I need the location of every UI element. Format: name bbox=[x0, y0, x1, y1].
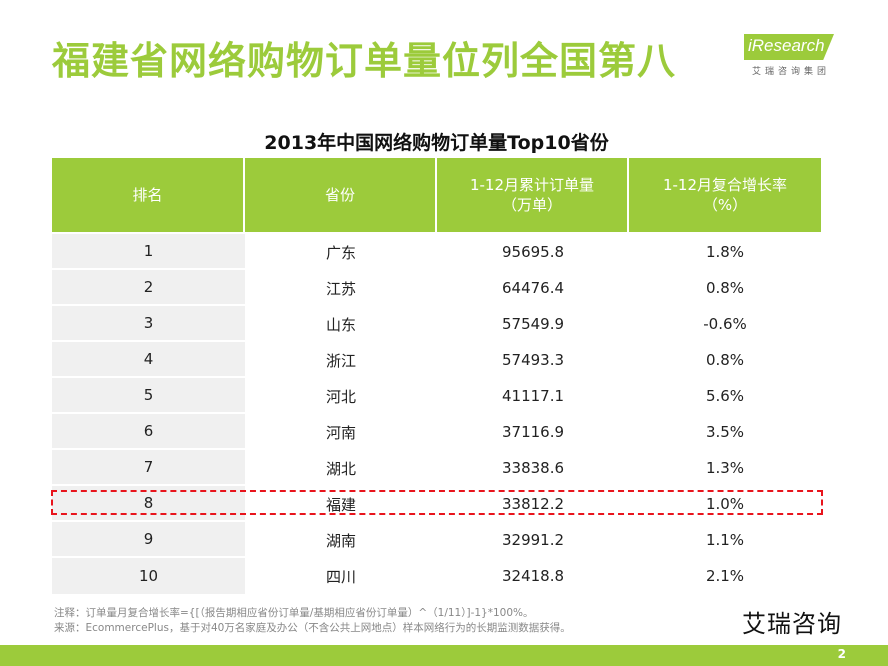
table-body: 1 广东 95695.8 1.8% 2 江苏 64476.4 0.8% 3 山东… bbox=[52, 234, 821, 594]
growth-cell: 2.1% bbox=[705, 567, 745, 585]
rank-cell: 3 bbox=[52, 306, 245, 342]
province-cell: 河北 bbox=[325, 387, 356, 406]
logo-subtitle: 艾瑞咨询集团 bbox=[752, 67, 831, 77]
table-row: 6 河南 37116.9 3.5% bbox=[52, 414, 821, 450]
rank-cell: 2 bbox=[52, 270, 245, 306]
rank-cell: 4 bbox=[52, 342, 245, 378]
growth-cell: 0.8% bbox=[705, 279, 745, 297]
province-cell: 四川 bbox=[325, 567, 356, 586]
growth-cell: 1.0% bbox=[705, 495, 745, 513]
province-cell: 福建 bbox=[325, 495, 356, 514]
table-row-highlighted: 8 福建 33812.2 1.0% bbox=[52, 486, 821, 522]
orders-cell: 32991.2 bbox=[501, 531, 565, 549]
growth-cell: -0.6% bbox=[703, 315, 747, 333]
header-rank-label: 排名 bbox=[132, 186, 163, 204]
header-province: 省份 bbox=[245, 158, 437, 232]
header-province-label: 省份 bbox=[324, 186, 355, 204]
orders-cell: 41117.1 bbox=[501, 387, 565, 405]
rank-cell: 9 bbox=[52, 522, 245, 558]
growth-cell: 5.6% bbox=[705, 387, 745, 405]
orders-cell: 37116.9 bbox=[501, 423, 565, 441]
rank-cell: 8 bbox=[52, 486, 245, 522]
footnotes: 注释：订单量月复合增长率={[（报告期相应省份订单量/基期相应省份订单量）^（1… bbox=[54, 606, 571, 636]
orders-cell: 33812.2 bbox=[501, 495, 565, 513]
province-cell: 湖北 bbox=[325, 459, 356, 478]
table-row: 1 广东 95695.8 1.8% bbox=[52, 234, 821, 270]
logo-badge bbox=[744, 34, 834, 60]
rank-cell: 1 bbox=[52, 234, 245, 270]
logo-brand-text: iResearch bbox=[748, 36, 825, 55]
slide-title: 福建省网络购物订单量位列全国第八 bbox=[52, 39, 677, 83]
growth-cell: 1.1% bbox=[705, 531, 745, 549]
table-title: 2013年中国网络购物订单量Top10省份 bbox=[264, 132, 609, 154]
table-row: 3 山东 57549.9 -0.6% bbox=[52, 306, 821, 342]
header-orders: 1-12月累计订单量 （万单） bbox=[437, 158, 629, 232]
rank-cell: 5 bbox=[52, 378, 245, 414]
rank-cell: 7 bbox=[52, 450, 245, 486]
table-row: 5 河北 41117.1 5.6% bbox=[52, 378, 821, 414]
footnote-note: 注释：订单量月复合增长率={[（报告期相应省份订单量/基期相应省份订单量）^（1… bbox=[54, 607, 534, 619]
province-cell: 山东 bbox=[325, 315, 356, 334]
province-cell: 河南 bbox=[325, 423, 356, 442]
header-growth: 1-12月复合增长率 （%） bbox=[629, 158, 821, 232]
header-growth-unit: （%） bbox=[702, 196, 748, 214]
orders-cell: 64476.4 bbox=[501, 279, 565, 297]
orders-cell: 32418.8 bbox=[501, 567, 565, 585]
iresearch-logo: iResearch 艾瑞咨询集团 bbox=[744, 34, 844, 82]
growth-cell: 1.3% bbox=[705, 459, 745, 477]
table-row: 9 湖南 32991.2 1.1% bbox=[52, 522, 821, 558]
orders-cell: 33838.6 bbox=[501, 459, 565, 477]
watermark-text: 艾瑞咨询 bbox=[742, 610, 842, 638]
growth-cell: 1.8% bbox=[705, 243, 745, 261]
footnote-source: 来源：EcommercePlus，基于对40万名家庭及办公（不含公共上网地点）样… bbox=[54, 622, 571, 634]
table-row: 2 江苏 64476.4 0.8% bbox=[52, 270, 821, 306]
orders-cell: 57549.9 bbox=[501, 315, 565, 333]
header-rank: 排名 bbox=[52, 158, 245, 232]
table-row: 4 浙江 57493.3 0.8% bbox=[52, 342, 821, 378]
ranking-table: 排名 省份 1-12月累计订单量 （万单） 1-12月复合增长率 （%） 1 广… bbox=[52, 158, 821, 594]
table-header: 排名 省份 1-12月累计订单量 （万单） 1-12月复合增长率 （%） bbox=[52, 158, 821, 232]
footer-bar: 2 bbox=[0, 645, 888, 666]
province-cell: 湖南 bbox=[325, 531, 356, 550]
orders-cell: 57493.3 bbox=[501, 351, 565, 369]
header-orders-label: 1-12月累计订单量 bbox=[469, 176, 595, 194]
page-number: 2 bbox=[837, 647, 846, 661]
rank-cell: 6 bbox=[52, 414, 245, 450]
province-cell: 浙江 bbox=[325, 351, 356, 370]
table-row: 10 四川 32418.8 2.1% bbox=[52, 558, 821, 594]
growth-cell: 3.5% bbox=[705, 423, 745, 441]
province-cell: 广东 bbox=[325, 243, 356, 262]
orders-cell: 95695.8 bbox=[501, 243, 565, 261]
province-cell: 江苏 bbox=[325, 279, 356, 298]
growth-cell: 0.8% bbox=[705, 351, 745, 369]
rank-cell: 10 bbox=[52, 558, 245, 594]
header-growth-label: 1-12月复合增长率 bbox=[662, 176, 788, 194]
table-row: 7 湖北 33838.6 1.3% bbox=[52, 450, 821, 486]
header-orders-unit: （万单） bbox=[501, 196, 562, 214]
